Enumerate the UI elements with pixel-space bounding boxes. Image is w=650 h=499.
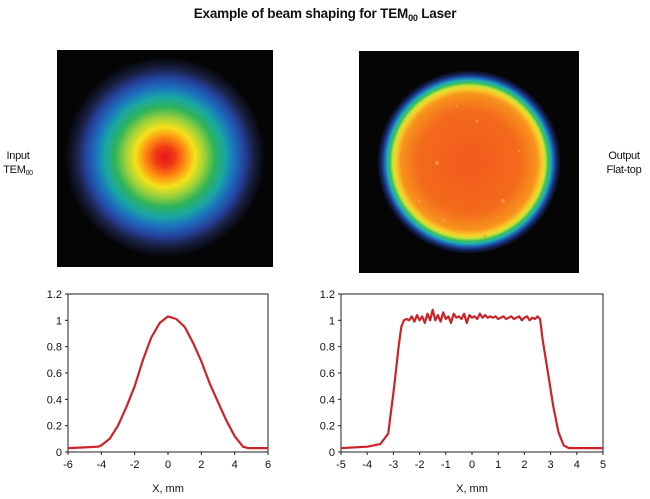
profile-line	[67, 315, 268, 450]
y-tick-label: 1	[56, 315, 62, 327]
x-tick-label: 5	[600, 459, 606, 471]
x-axis-label: X, mm	[152, 483, 184, 495]
chart-output-profile: 0 0.2 0.4 0.6 0.8 1 1.2 -5 -4 -3 -2 -1 0 1 2 3 4 5 X, mm	[320, 289, 606, 495]
x-tick-label: -1	[441, 459, 451, 471]
chart-input-profile: 0 0.2 0.4 0.6 0.8 1 1.2 -6 -4 -2 0 2 4 6 X, mm	[47, 289, 271, 495]
y-tick-label: 0.6	[47, 368, 62, 380]
output-label-line1: Output	[608, 150, 640, 162]
y-tick-label: 1	[329, 315, 335, 327]
x-tick-label: 4	[574, 459, 580, 471]
profile-line	[340, 308, 603, 450]
output-label: Output Flat-top	[604, 149, 644, 177]
x-tick-label: -3	[389, 459, 399, 471]
y-tick-label: 0	[329, 447, 335, 459]
y-tick-label: 1.2	[320, 289, 335, 301]
y-tick-label: 0.2	[320, 421, 335, 433]
y-tick-label: 1.2	[47, 289, 62, 301]
figure-title-subscript: 00	[408, 13, 418, 23]
y-tick-label: 0.2	[47, 421, 62, 433]
y-tick-label: 0.6	[320, 368, 335, 380]
x-tick-label: 4	[232, 459, 238, 471]
y-tick-label: 0	[56, 447, 62, 459]
figure-title-main: Example of beam shaping for TEM	[193, 6, 409, 21]
x-tick-label: 2	[198, 459, 204, 471]
output-label-line2: Flat-top	[606, 164, 642, 176]
x-tick-label: 1	[495, 459, 501, 471]
x-tick-label: 6	[265, 459, 271, 471]
x-axis-label: X, mm	[456, 483, 488, 495]
x-tick-label: 0	[165, 459, 171, 471]
input-beam-image	[57, 50, 273, 267]
output-beam-image	[359, 51, 579, 273]
figure-title-tail: Laser	[417, 6, 457, 21]
y-tick-label: 0.4	[47, 394, 62, 406]
figure-title: Example of beam shaping for TEM00 Laser	[0, 6, 650, 23]
input-label: Input TEM00	[2, 149, 34, 181]
y-tick-label: 0.8	[47, 342, 62, 354]
x-tick-label: -5	[336, 459, 346, 471]
x-tick-label: -4	[362, 459, 372, 471]
x-tick-label: 3	[548, 459, 554, 471]
x-tick-label: 0	[469, 459, 475, 471]
x-tick-label: 2	[521, 459, 527, 471]
input-label-line2: TEM00	[3, 164, 33, 177]
x-tick-label: -6	[63, 459, 73, 471]
y-tick-label: 0.8	[320, 342, 335, 354]
x-tick-label: -2	[415, 459, 425, 471]
y-tick-label: 0.4	[320, 394, 335, 406]
x-tick-label: -4	[96, 459, 106, 471]
x-tick-label: -2	[130, 459, 140, 471]
input-label-line1: Input	[6, 150, 30, 162]
